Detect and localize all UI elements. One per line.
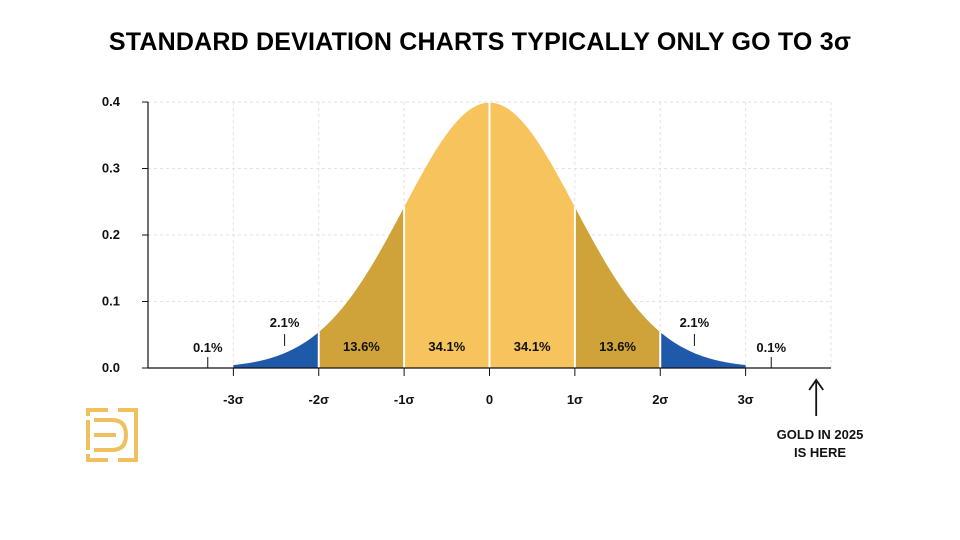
annotation-line-2: IS HERE bbox=[793, 445, 846, 460]
gold-annotation-text: GOLD IN 2025 IS HERE bbox=[760, 426, 880, 462]
data-label: 2.1% bbox=[680, 315, 710, 330]
y-tick-label: 0.0 bbox=[102, 360, 120, 375]
y-tick-label: 0.1 bbox=[102, 294, 120, 309]
data-label: 13.6% bbox=[599, 339, 636, 354]
y-tick-label: 0.3 bbox=[102, 161, 120, 176]
sigma-dividers bbox=[317, 101, 662, 368]
annotation-arrow-head bbox=[808, 378, 824, 391]
data-label: 34.1% bbox=[428, 339, 465, 354]
data-label: 13.6% bbox=[343, 339, 380, 354]
brand-logo-icon bbox=[86, 408, 138, 462]
y-tick-label: 0.4 bbox=[102, 94, 121, 109]
annotation bbox=[808, 378, 824, 416]
x-tick-label: 3σ bbox=[738, 392, 754, 407]
x-tick-label: 0 bbox=[486, 392, 493, 407]
x-tick-label: 1σ bbox=[567, 392, 583, 407]
area-region bbox=[318, 207, 405, 368]
distribution-areas bbox=[233, 102, 746, 368]
region-labels: 13.6% 34.1% 34.1% 13.6% 2.1% 2.1% 0.1% 0.1% bbox=[193, 315, 786, 368]
y-tick-label: 0.2 bbox=[102, 227, 120, 242]
data-label: 2.1% bbox=[270, 315, 300, 330]
area-region bbox=[574, 207, 661, 368]
x-tick-label: -3σ bbox=[223, 392, 244, 407]
x-tick-label: -2σ bbox=[309, 392, 330, 407]
data-label: 0.1% bbox=[756, 340, 786, 355]
axes: 0.0 0.1 0.2 0.3 0.4 -3σ -2σ -1σ 0 1σ 2σ 3σ bbox=[102, 94, 831, 407]
area-region bbox=[660, 332, 746, 368]
area-region bbox=[233, 332, 319, 368]
data-label: 34.1% bbox=[514, 339, 551, 354]
annotation-line-1: GOLD IN 2025 bbox=[776, 427, 864, 442]
area-region bbox=[489, 102, 575, 368]
chart-title: STANDARD DEVIATION CHARTS TYPICALLY ONLY… bbox=[108, 28, 852, 56]
data-label: 0.1% bbox=[193, 340, 223, 355]
x-tick-label: -1σ bbox=[394, 392, 415, 407]
area-region bbox=[404, 102, 490, 368]
x-tick-label: 2σ bbox=[652, 392, 668, 407]
